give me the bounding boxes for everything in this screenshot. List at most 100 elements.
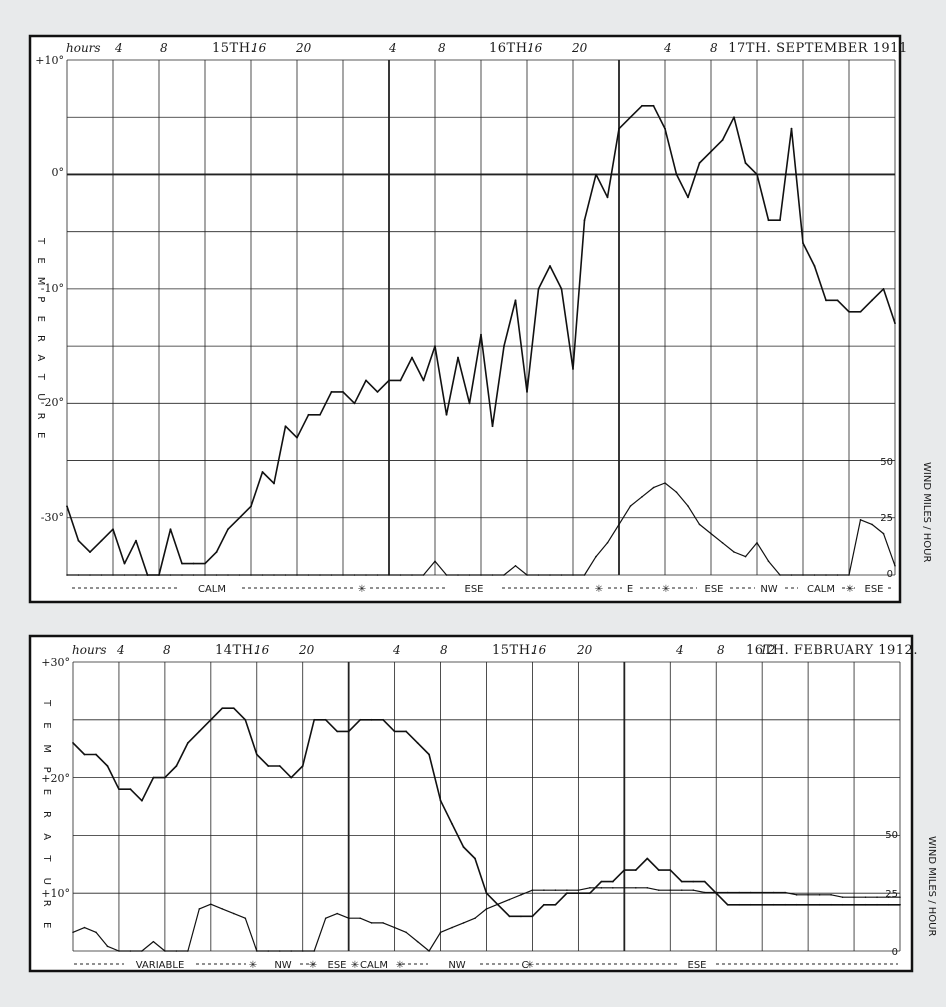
y-axis-letter: P	[41, 767, 52, 773]
temperature-point	[186, 742, 189, 744]
temperature-point	[894, 322, 896, 325]
wind-speed-point	[491, 574, 494, 576]
y-axis-letter: E	[41, 789, 52, 795]
wind-speed-point	[393, 926, 396, 929]
wind-speed-point	[646, 887, 649, 889]
hour-tick-label: 20	[576, 643, 593, 657]
y-axis-letter: R	[35, 413, 46, 420]
temperature-point	[89, 551, 91, 554]
temperature-point	[192, 562, 195, 565]
wind-speed-point	[669, 889, 672, 891]
wind-speed-point	[543, 889, 545, 891]
wind-speed-point	[422, 574, 425, 576]
temperature-point	[657, 869, 660, 871]
temperature-point	[457, 356, 459, 359]
hour-tick-label: 16	[251, 41, 267, 55]
temperature-point	[836, 299, 839, 302]
temperature-point	[301, 765, 304, 767]
hour-tick-label: 16	[254, 643, 270, 657]
direction-change-marker: ✳	[249, 960, 257, 971]
wind-speed-point	[485, 908, 488, 910]
temperature-point	[588, 892, 591, 895]
y-axis-letter: E	[35, 257, 46, 263]
wind-speed-point	[250, 574, 252, 576]
y-axis-letter: T	[41, 699, 52, 707]
hour-tick-label: 8	[717, 643, 725, 657]
temperature-point	[399, 379, 402, 382]
temperature-point	[675, 173, 678, 176]
y-tick-label: +10°	[41, 887, 70, 900]
temperature-point	[244, 718, 247, 721]
wind-speed-point	[871, 523, 873, 526]
wind-speed-point	[721, 542, 724, 544]
temperature-point	[756, 173, 758, 176]
wind-speed-point	[703, 891, 706, 894]
hour-tick-label: 20	[295, 41, 312, 55]
y-axis-letter: T	[35, 373, 46, 381]
wind-speed-point	[451, 926, 453, 929]
y-axis-letter: E	[35, 432, 46, 438]
wind-speed-point	[336, 912, 338, 915]
wind-speed-point	[520, 894, 522, 896]
wind-speed-point	[508, 898, 511, 901]
wind-speed-point	[123, 574, 126, 576]
chart-1: hours 4 8 16 20 4 8 16 20 4 8 15TH. 16TH. 17TH. SEPTE…	[28, 34, 932, 604]
wind-speed-point	[549, 574, 551, 576]
wind-speed-point	[772, 891, 775, 894]
wind-speed-point	[825, 574, 827, 576]
wind-speed-point	[324, 917, 327, 920]
temperature-point	[445, 413, 448, 416]
wind-speed-point	[278, 950, 281, 952]
wind-speed-point	[474, 917, 476, 920]
wind-speed-point	[152, 940, 155, 943]
wind-speed-point	[526, 574, 528, 576]
wind-direction-label: ESE	[328, 960, 347, 971]
wind-direction-label: CALM	[360, 960, 388, 971]
temperature-point	[129, 788, 132, 791]
wind-speed-point	[468, 574, 471, 576]
temperature-point	[336, 730, 339, 733]
temperature-point	[388, 379, 390, 382]
temperature-point	[853, 903, 855, 906]
wind-speed-point	[135, 574, 137, 576]
temperature-point	[790, 127, 793, 130]
wind-speed-point	[405, 931, 407, 934]
temperature-point	[629, 116, 632, 119]
temperature-point	[284, 425, 287, 428]
temperature-point	[611, 880, 614, 883]
wind-direction-label: ESE	[465, 584, 484, 595]
temperature-point	[761, 903, 764, 906]
temperature-point	[273, 482, 275, 485]
temperature-point	[738, 903, 741, 906]
temperature-point	[646, 857, 649, 860]
wind-speed-point	[307, 574, 310, 576]
hour-tick-label: 4	[116, 643, 125, 657]
wind-speed-point	[319, 574, 321, 576]
wind-axis-label: WIND MILES / HOUR	[926, 836, 937, 936]
wind-speed-point	[313, 950, 316, 952]
temperature-point	[830, 903, 832, 906]
temperature-point	[135, 539, 137, 542]
temperature-point	[520, 915, 522, 918]
temperature-point	[169, 528, 172, 531]
wind-speed-point	[273, 574, 275, 576]
temperature-point	[313, 718, 316, 721]
wind-speed-point	[744, 555, 747, 558]
wind-speed-point	[853, 896, 855, 898]
hour-tick-label: 8	[160, 41, 168, 55]
y-axis-letter: T	[35, 237, 46, 245]
wind-direction-label: E	[627, 584, 633, 595]
temperature-point	[618, 127, 620, 130]
temperature-point	[772, 903, 775, 906]
temperature-point	[744, 162, 747, 164]
temperature-point	[428, 753, 430, 756]
wind-speed-point	[192, 574, 195, 576]
temperature-point	[209, 718, 212, 721]
hour-tick-label: 8	[163, 643, 171, 657]
temperature-point	[864, 903, 867, 906]
temperature-point	[698, 162, 701, 164]
temperature-point	[680, 880, 683, 883]
hour-tick-label: 8	[710, 41, 718, 55]
temperature-point	[669, 869, 672, 871]
temperature-point	[181, 562, 183, 565]
